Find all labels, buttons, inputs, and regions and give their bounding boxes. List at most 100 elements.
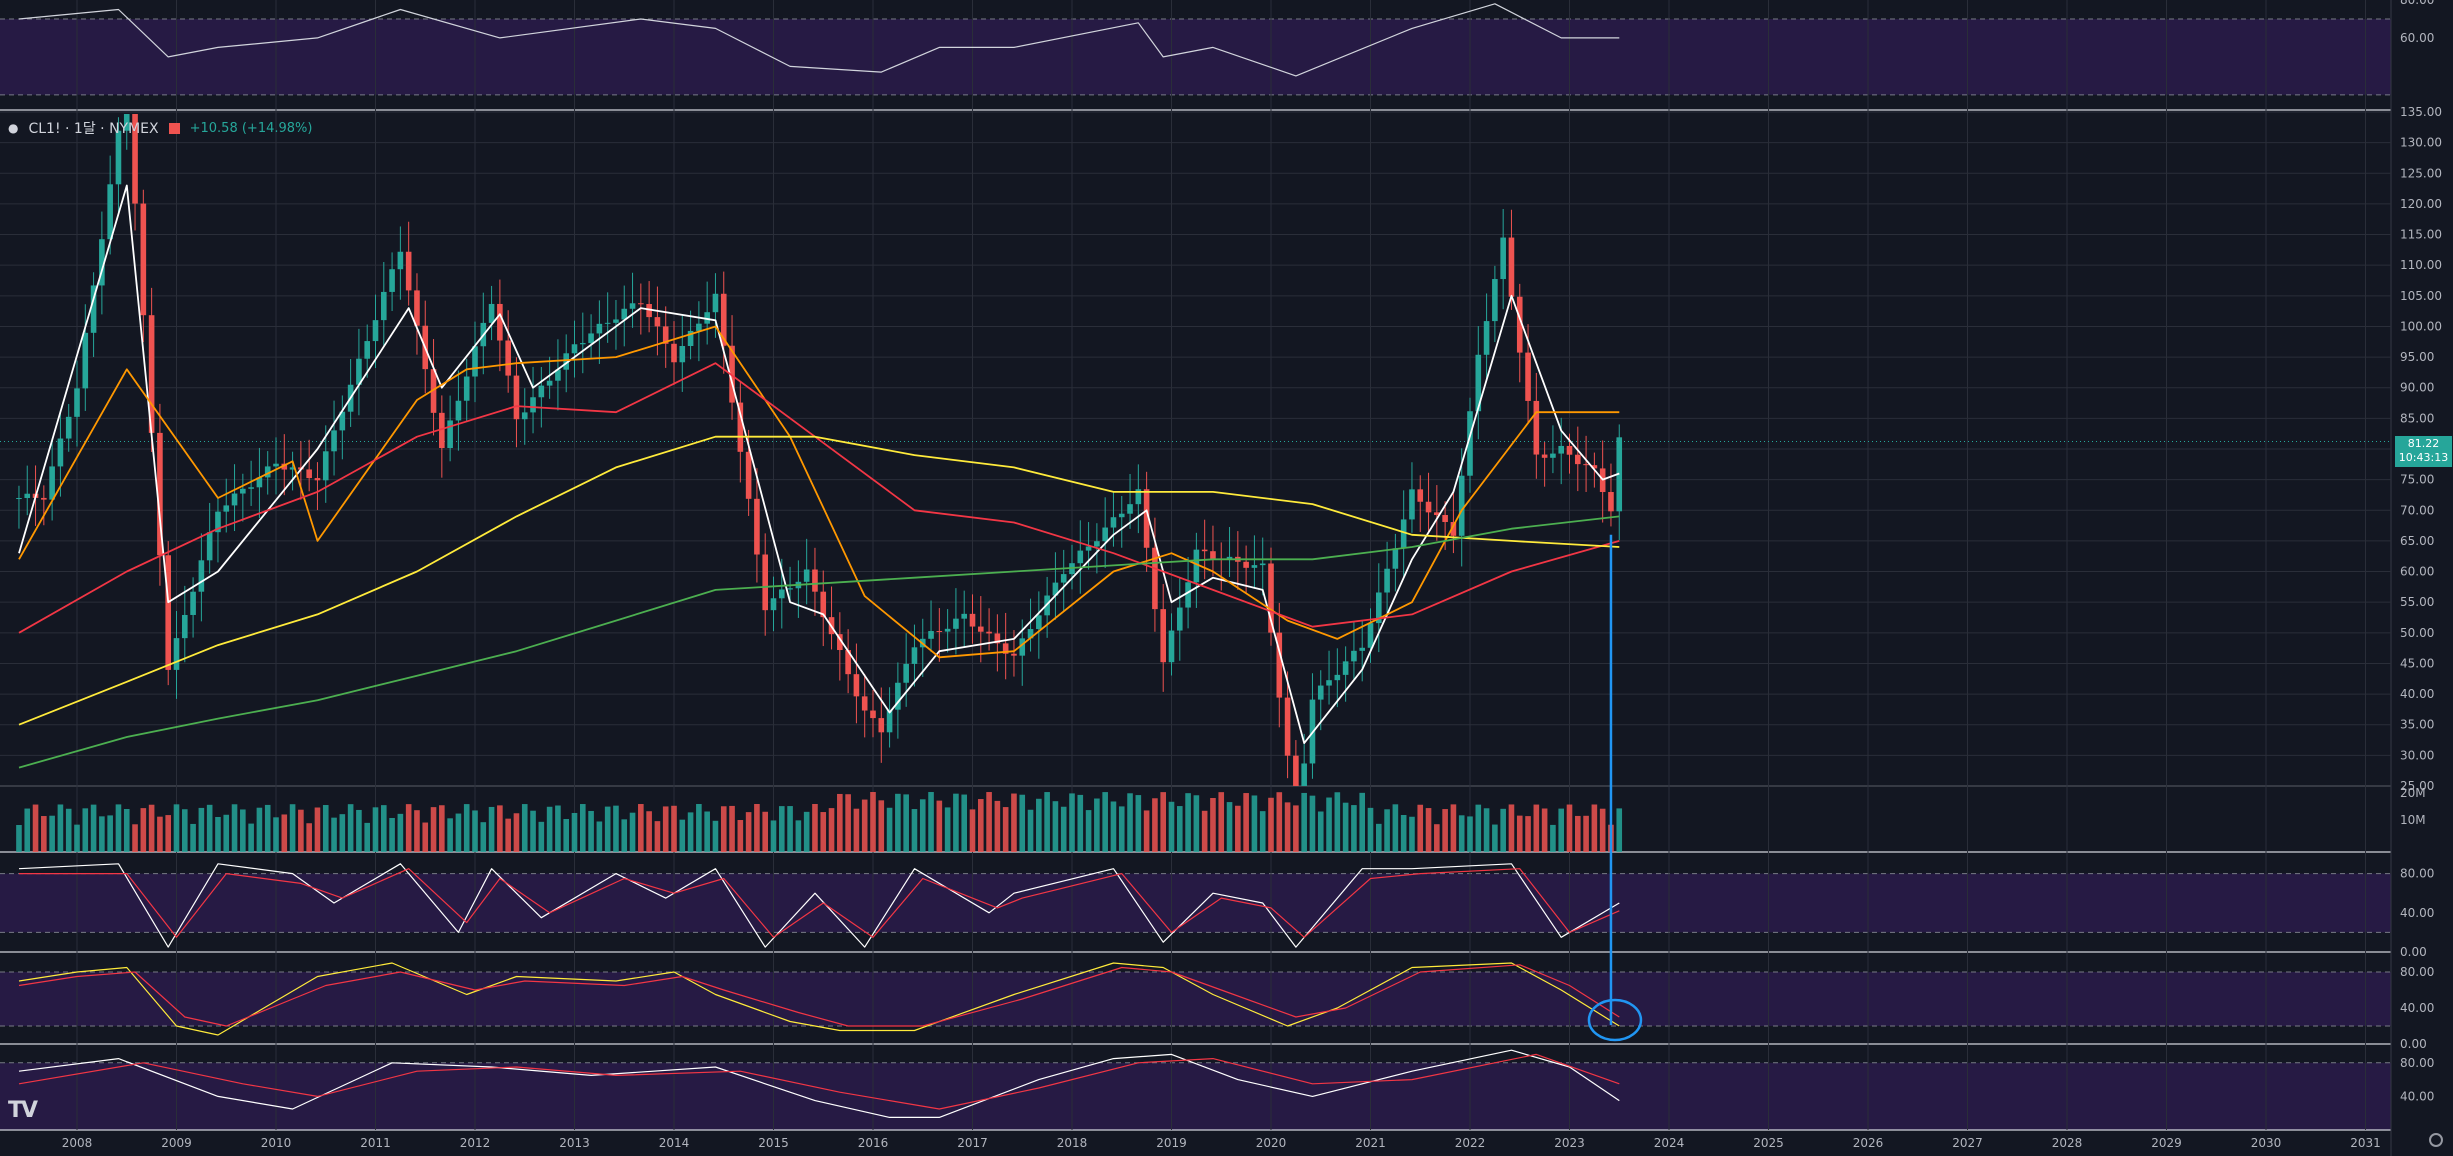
candle[interactable]: [870, 710, 876, 719]
candle[interactable]: [1467, 411, 1473, 476]
candle[interactable]: [1400, 519, 1407, 549]
candle[interactable]: [405, 251, 412, 291]
candle[interactable]: [505, 340, 511, 376]
candle[interactable]: [845, 650, 851, 675]
candle[interactable]: [497, 303, 503, 341]
candle[interactable]: [1135, 489, 1142, 505]
candle[interactable]: [961, 613, 968, 619]
candle[interactable]: [331, 430, 337, 452]
candle[interactable]: [1160, 609, 1167, 663]
candle[interactable]: [538, 385, 545, 398]
candle[interactable]: [986, 631, 992, 634]
candle[interactable]: [953, 618, 959, 629]
candle[interactable]: [1583, 464, 1589, 466]
candle[interactable]: [1176, 607, 1183, 631]
candle[interactable]: [1118, 513, 1125, 518]
candle[interactable]: [148, 315, 155, 433]
candle[interactable]: [1251, 565, 1258, 568]
candle[interactable]: [173, 638, 180, 670]
candle[interactable]: [1483, 321, 1490, 355]
candle[interactable]: [555, 369, 561, 381]
candle[interactable]: [264, 466, 271, 478]
candle[interactable]: [895, 682, 901, 710]
candle[interactable]: [704, 312, 710, 324]
candle[interactable]: [820, 591, 827, 618]
candle[interactable]: [1425, 501, 1432, 513]
candle[interactable]: [1500, 237, 1506, 280]
candle[interactable]: [1052, 582, 1059, 596]
candle[interactable]: [1458, 475, 1465, 536]
candle[interactable]: [430, 369, 437, 413]
candle[interactable]: [1359, 647, 1366, 651]
candle[interactable]: [1558, 445, 1565, 454]
candle[interactable]: [447, 420, 453, 448]
candle[interactable]: [1027, 629, 1034, 639]
candle[interactable]: [787, 588, 793, 590]
candle[interactable]: [1533, 400, 1540, 455]
candle[interactable]: [223, 505, 230, 512]
candle[interactable]: [273, 463, 279, 467]
candle[interactable]: [720, 293, 727, 346]
candle[interactable]: [621, 308, 628, 320]
candle[interactable]: [1508, 237, 1515, 297]
candle[interactable]: [1301, 763, 1307, 786]
candle[interactable]: [339, 411, 346, 431]
candle[interactable]: [181, 614, 188, 639]
candle[interactable]: [397, 251, 404, 270]
candle[interactable]: [157, 432, 163, 556]
candle[interactable]: [928, 631, 934, 639]
candle[interactable]: [638, 303, 644, 305]
candle[interactable]: [762, 554, 769, 611]
candle[interactable]: [1102, 527, 1108, 542]
candle[interactable]: [190, 591, 196, 615]
candle[interactable]: [994, 633, 1001, 644]
candle[interactable]: [944, 628, 951, 632]
candle[interactable]: [289, 467, 296, 470]
candle[interactable]: [57, 438, 64, 467]
flag-icon[interactable]: [168, 122, 180, 134]
candle[interactable]: [1276, 632, 1283, 698]
candle[interactable]: [513, 375, 520, 420]
candle[interactable]: [588, 333, 594, 344]
candle[interactable]: [16, 498, 22, 500]
candle[interactable]: [132, 114, 138, 204]
candle[interactable]: [1317, 685, 1324, 700]
tradingview-logo-icon[interactable]: TV: [8, 1098, 38, 1123]
candle[interactable]: [1094, 541, 1100, 547]
candle[interactable]: [729, 345, 735, 403]
candle[interactable]: [49, 466, 55, 500]
candle[interactable]: [1566, 445, 1573, 455]
candle[interactable]: [41, 497, 47, 500]
settings-icon[interactable]: [2429, 1133, 2443, 1147]
candle[interactable]: [1541, 454, 1548, 458]
candle[interactable]: [90, 285, 97, 333]
candle[interactable]: [596, 323, 603, 334]
candle[interactable]: [1550, 453, 1556, 458]
candle[interactable]: [1226, 556, 1233, 560]
candle[interactable]: [107, 184, 113, 240]
candle[interactable]: [1326, 680, 1332, 686]
candle[interactable]: [65, 416, 72, 439]
candle[interactable]: [696, 323, 702, 331]
candle[interactable]: [745, 451, 752, 499]
candle[interactable]: [1060, 574, 1067, 583]
candle[interactable]: [1342, 661, 1349, 675]
candle[interactable]: [1243, 561, 1249, 568]
candle[interactable]: [463, 376, 470, 401]
candle[interactable]: [853, 674, 860, 697]
candle[interactable]: [1516, 296, 1523, 353]
candle[interactable]: [1492, 279, 1498, 322]
candle[interactable]: [322, 451, 329, 481]
candle[interactable]: [679, 345, 686, 363]
candle[interactable]: [737, 402, 744, 452]
candle[interactable]: [1334, 674, 1341, 681]
candle[interactable]: [878, 718, 885, 733]
candle[interactable]: [1259, 563, 1266, 566]
candle[interactable]: [654, 317, 661, 327]
candle[interactable]: [563, 353, 570, 370]
candle[interactable]: [604, 322, 611, 324]
candle[interactable]: [1417, 489, 1424, 502]
candle[interactable]: [770, 598, 777, 611]
candle[interactable]: [1168, 630, 1175, 663]
candle[interactable]: [936, 631, 943, 633]
